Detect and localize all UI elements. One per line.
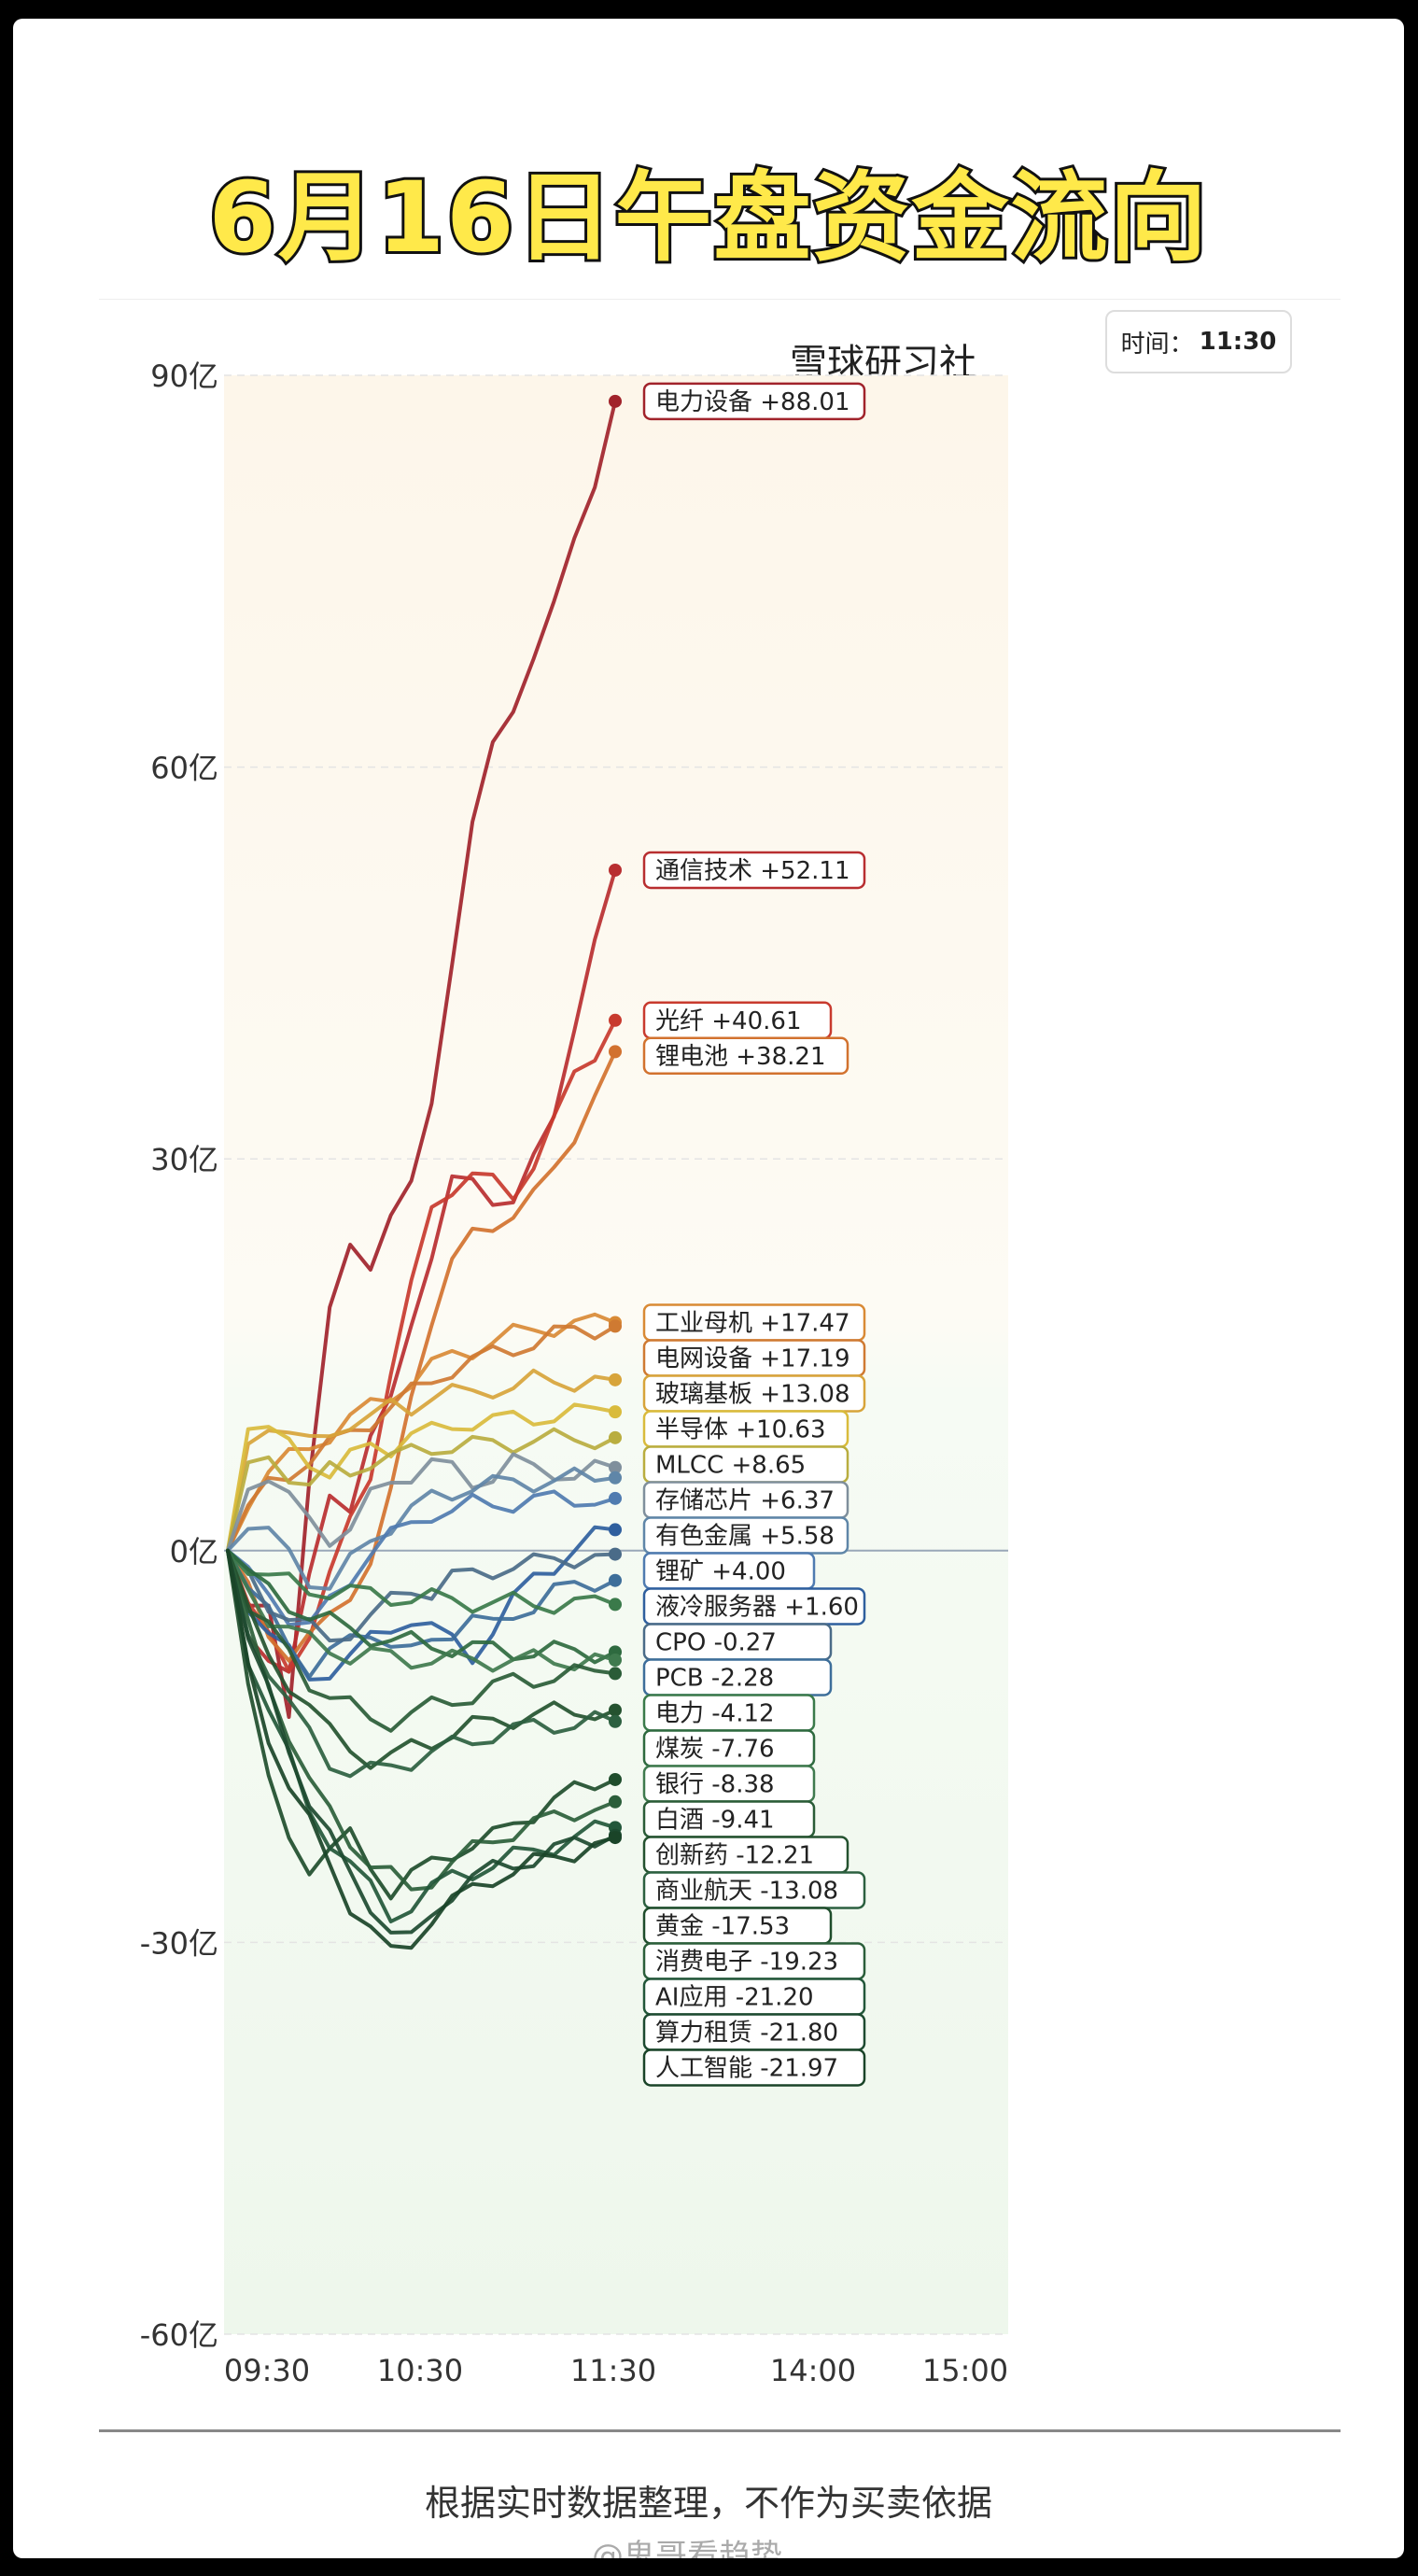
plot-background [224, 375, 1008, 2334]
series-label: 液冷服务器 +1.60 [655, 1593, 859, 1621]
series-end-dot [609, 1772, 622, 1786]
series-label: 存储芯片 +6.37 [655, 1486, 835, 1514]
series-line [226, 1427, 617, 1553]
series-end-dot [609, 1703, 622, 1717]
time-label: 时间： [1120, 330, 1194, 359]
x-tick-label: 10:30 [377, 2353, 463, 2388]
series-label: 工业母机 +17.47 [655, 1309, 849, 1337]
series-label: 人工智能 -21.97 [655, 2054, 838, 2082]
y-tick-label: 60亿 [150, 751, 218, 786]
fund-flow-chart: 90亿 60亿 30亿 0亿 -30亿 -60亿 09:30 10:30 11:30 14:00… [140, 359, 1008, 2388]
series-label: MLCC +8.65 [655, 1451, 806, 1479]
series-end-dot [609, 1471, 622, 1485]
series-line [226, 1548, 617, 1733]
series-label-box [642, 1036, 849, 1076]
series-line [226, 399, 617, 1719]
series-label: AI应用 -21.20 [655, 1983, 814, 2011]
series-line [226, 1548, 617, 1770]
series-lines [226, 394, 622, 1950]
time-value: 11:30 [1199, 328, 1277, 356]
series-end-dot [609, 1405, 622, 1419]
series-end-dot [609, 1714, 622, 1728]
series-end-dot [609, 1654, 622, 1668]
series-end-dot [609, 1430, 622, 1444]
footer-divider [99, 2429, 1341, 2432]
series-line [226, 1452, 617, 1553]
series-line [226, 1489, 617, 1627]
series-label: 商业航天 -13.08 [655, 1877, 838, 1905]
x-axis-ticks: 09:30 10:30 11:30 14:00 15:00 [224, 2353, 1008, 2388]
series-label: 电网设备 +17.19 [655, 1344, 849, 1372]
series-label-box [642, 2048, 866, 2087]
y-axis-ticks: 90亿 60亿 30亿 0亿 -30亿 -60亿 [140, 359, 218, 2353]
series-line [226, 1324, 617, 1553]
series-label: PCB -2.28 [655, 1664, 774, 1692]
series-end-dot [609, 1523, 622, 1537]
series-label: 创新药 -12.21 [655, 1841, 814, 1869]
y-tick-label: -60亿 [140, 2317, 218, 2353]
series-end-dot [609, 1831, 622, 1845]
x-tick-label: 15:00 [922, 2353, 1008, 2388]
series-line [226, 1548, 617, 1779]
series-end-dot [609, 1013, 622, 1027]
series-line [226, 1548, 617, 1615]
series-line [226, 1548, 617, 1901]
series-line [226, 1312, 617, 1553]
series-end-dot [609, 1598, 622, 1612]
series-end-dot [609, 394, 622, 408]
series-line [226, 1466, 617, 1591]
series-line [226, 1402, 617, 1553]
x-tick-label: 11:30 [570, 2353, 656, 2388]
series-end-dot [609, 1795, 622, 1809]
y-tick-label: 0亿 [170, 1534, 218, 1570]
x-tick-label: 09:30 [224, 2353, 310, 2388]
series-end-dot [609, 1460, 622, 1474]
series-line [226, 1018, 617, 1673]
series-label: 电力 -4.12 [655, 1699, 775, 1727]
series-label-box [642, 851, 866, 890]
series-line [226, 1368, 617, 1553]
series-label: 通信技术 +52.11 [655, 857, 849, 885]
header-divider [99, 299, 1341, 300]
series-end-dot [609, 1573, 622, 1587]
series-label: 锂矿 +4.00 [655, 1557, 786, 1585]
series-line [226, 1548, 617, 1950]
series-end-dot [609, 1045, 622, 1059]
series-label: 白酒 -9.41 [655, 1806, 775, 1834]
y-tick-label: 90亿 [150, 359, 218, 394]
screen-frame: 6月16日午盘资金流向 雪球研习社 时间： 11:30 90亿 60亿 30亿 0亿 -… [13, 19, 1404, 2558]
series-end-dot [609, 1667, 622, 1681]
series-label: 银行 -8.38 [655, 1770, 775, 1798]
series-label: 算力租赁 -21.80 [655, 2019, 838, 2047]
y-tick-label: 30亿 [150, 1142, 218, 1177]
watermark: @鬼哥看趋势 [592, 2538, 782, 2558]
series-end-dot [609, 1547, 622, 1561]
series-label: CPO -0.27 [655, 1628, 777, 1656]
series-line [226, 1548, 617, 1892]
series-labels: 电力设备 +88.01 通信技术 +52.11 光纤 +40.61 锂电池 +38.2… [642, 382, 866, 2087]
series-end-dot [609, 863, 622, 877]
page-title: 6月16日午盘资金流向 [205, 158, 1209, 277]
series-label: 锂电池 +38.21 [655, 1043, 825, 1071]
series-label: 黄金 -17.53 [655, 1912, 790, 1940]
series-end-dot [609, 1491, 622, 1505]
series-label: 电力设备 +88.01 [655, 388, 849, 416]
series-line [226, 1548, 617, 1665]
series-line [226, 1548, 617, 1673]
series-label: 煤炭 -7.76 [655, 1735, 775, 1763]
series-label: 玻璃基板 +13.08 [655, 1380, 849, 1408]
series-line [226, 1548, 617, 1935]
disclaimer-text: 根据实时数据整理，不作为买卖依据 [424, 2483, 992, 2524]
series-end-dot [609, 1319, 622, 1333]
y-tick-label: -30亿 [140, 1925, 218, 1961]
series-label: 消费电子 -19.23 [655, 1948, 838, 1976]
series-label: 半导体 +10.63 [655, 1415, 825, 1443]
series-label: 光纤 +40.61 [655, 1007, 801, 1035]
time-badge: 时间： 11:30 [1105, 310, 1292, 373]
x-tick-label: 14:00 [770, 2353, 856, 2388]
series-end-dot [609, 1372, 622, 1387]
series-label-box [642, 382, 866, 421]
series-label: 有色金属 +5.58 [655, 1522, 835, 1550]
